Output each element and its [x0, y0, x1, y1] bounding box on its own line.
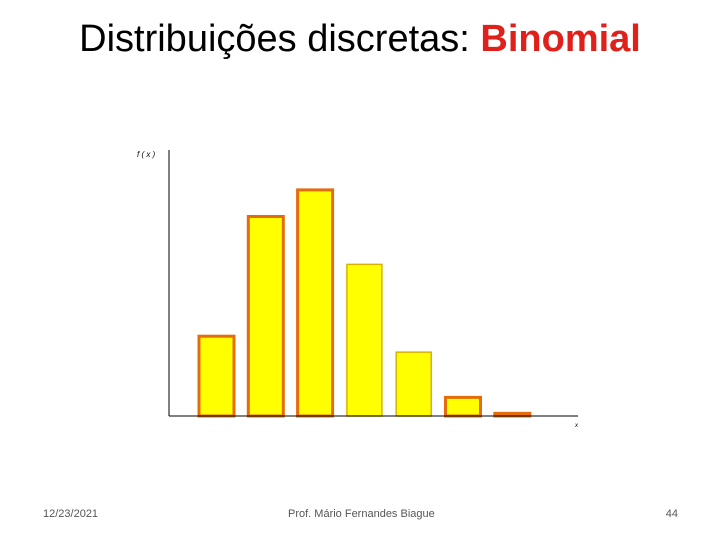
page-number: 44: [665, 508, 678, 520]
footer-date: 12/23/2021: [43, 508, 99, 520]
bar-5: [444, 395, 482, 418]
x-axis-label: x: [574, 423, 579, 429]
y-axis-label: f ( x ): [137, 150, 156, 159]
bar-1: [246, 215, 285, 418]
bar-0: [197, 334, 236, 418]
bar-3: [346, 263, 383, 417]
bar-2: [296, 188, 335, 418]
slide-title: Distribuições discretas: Binomial: [0, 18, 720, 61]
title-accent: Binomial: [480, 18, 641, 60]
bar-4: [395, 351, 432, 417]
footer-author: Prof. Mário Fernandes Biague: [288, 508, 435, 520]
title-prefix: Distribuições discretas:: [79, 18, 481, 60]
